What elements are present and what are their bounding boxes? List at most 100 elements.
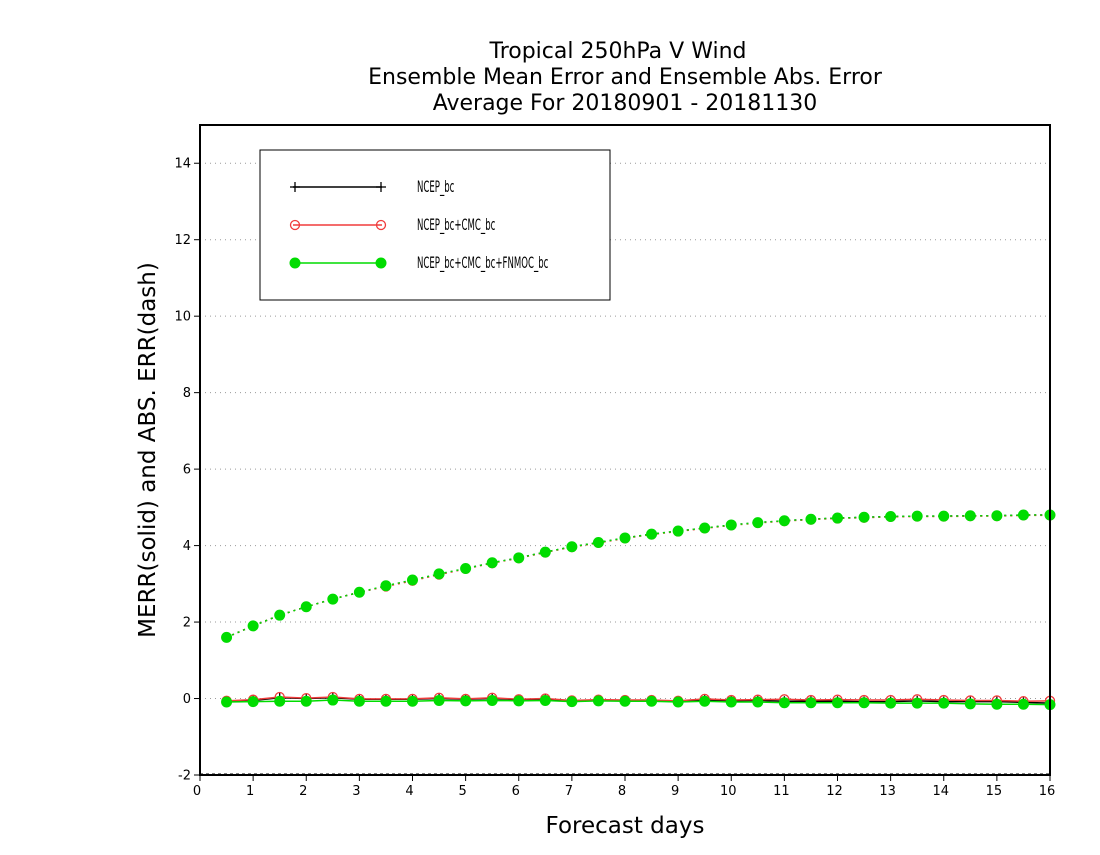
filled-circle-marker [725,696,737,708]
x-tick-label: 9 [671,784,679,799]
legend-label: NCEP_bc+CMC_bc [417,217,495,235]
filled-circle-marker [274,609,286,621]
filled-circle-marker [566,696,578,708]
series-1 [221,510,1056,707]
filled-circle-marker [380,580,392,592]
filled-circle-marker [991,510,1003,522]
filled-circle-marker [486,557,498,569]
series-2 [221,509,1056,711]
filled-circle-marker [566,541,578,553]
x-tick-label: 1 [246,784,254,799]
filled-circle-marker [592,695,604,707]
plus-marker [290,182,300,192]
x-tick-label: 16 [1039,784,1056,799]
filled-circle-marker [964,510,976,522]
chart-title: Tropical 250hPa V Wind Ensemble Mean Err… [368,39,883,116]
filled-circle-marker [832,697,843,709]
filled-circle-marker [327,694,339,706]
filled-circle-marker [407,574,418,586]
filled-circle-marker [885,511,897,523]
y-tick-label: 10 [174,310,191,325]
filled-circle-marker [646,695,658,707]
filled-circle-marker [752,517,764,529]
x-tick-label: 7 [565,784,573,799]
filled-circle-marker [964,698,976,710]
title-line-2: Ensemble Mean Error and Ensemble Abs. Er… [368,65,883,90]
x-axis: 0 1 2 3 4 5 6 7 8 9 10 11 12 13 14 15 16 [193,775,1055,799]
filled-circle-marker [991,698,1003,710]
filled-circle-marker [778,697,790,709]
filled-circle-marker [513,552,525,564]
filled-circle-marker [858,697,870,709]
filled-circle-marker [672,696,684,708]
series-layer [221,509,1056,711]
y-tick-label: 12 [174,233,191,248]
filled-circle-marker [938,697,950,709]
legend-label: NCEP_bc [417,179,454,197]
filled-circle-marker [778,515,790,527]
x-tick-label: 5 [458,784,466,799]
filled-circle-marker [858,511,870,523]
y-tick-label: 0 [183,692,191,707]
filled-circle-marker [300,695,312,707]
filled-circle-marker [646,528,658,540]
x-tick-label: 11 [773,784,790,799]
x-tick-label: 2 [299,784,307,799]
filled-circle-marker [672,525,684,537]
filled-circle-marker [832,512,843,524]
filled-circle-marker [247,696,259,708]
filled-circle-marker [300,601,312,613]
y-tick-label: 14 [174,157,191,172]
filled-circle-marker [725,519,737,531]
y-tick-label: 8 [183,386,191,401]
x-tick-label: 10 [720,784,737,799]
open-circle-marker [375,219,387,231]
x-tick-label: 13 [879,784,896,799]
x-tick-label: 12 [826,784,843,799]
filled-circle-marker [221,696,233,708]
y-axis: -2 0 2 4 6 8 10 12 14 [174,157,200,784]
y-tick-label: 4 [183,539,191,554]
filled-circle-marker [460,695,472,707]
filled-circle-marker [911,697,923,709]
filled-circle-marker [375,257,387,269]
filled-circle-marker [353,586,365,598]
filled-circle-marker [885,697,897,709]
filled-circle-marker [433,568,445,580]
series-0 [221,510,1055,709]
abs-err-line [226,514,1050,639]
filled-circle-marker [274,695,286,707]
legend: NCEP_bc NCEP_bc+CMC_bc NCEP_bc+CMC_bc+FNMO… [259,149,611,301]
open-circle-marker [289,219,301,231]
filled-circle-marker [513,695,525,707]
filled-circle-marker [1017,698,1029,710]
x-tick-label: 8 [618,784,626,799]
abs-err-line [226,514,1050,639]
title-line-1: Tropical 250hPa V Wind [488,39,746,64]
abs-err-line [226,514,1050,639]
filled-circle-marker [938,510,950,522]
filled-circle-marker [380,695,392,707]
title-line-3: Average For 20180901 - 20181130 [433,91,818,116]
filled-circle-marker [699,522,711,534]
y-axis-label: MERR(solid) and ABS. ERR(dash) [135,262,161,638]
filled-circle-marker [247,620,259,632]
legend-item: NCEP_bc+CMC_bc [289,217,495,235]
y-tick-label: 6 [183,463,191,478]
filled-circle-marker [327,593,339,605]
x-tick-label: 15 [986,784,1003,799]
x-tick-label: 0 [193,784,201,799]
y-tick-label: -2 [178,769,191,784]
legend-label: NCEP_bc+CMC_bc+FNMOC_bc [417,255,548,273]
filled-circle-marker [619,532,631,544]
plus-marker [376,182,386,192]
filled-circle-marker [221,631,233,643]
x-tick-label: 4 [405,784,413,799]
filled-circle-marker [619,695,631,707]
filled-circle-marker [539,694,551,706]
filled-circle-marker [699,695,711,707]
x-tick-label: 6 [512,784,520,799]
x-axis-label: Forecast days [546,813,705,839]
